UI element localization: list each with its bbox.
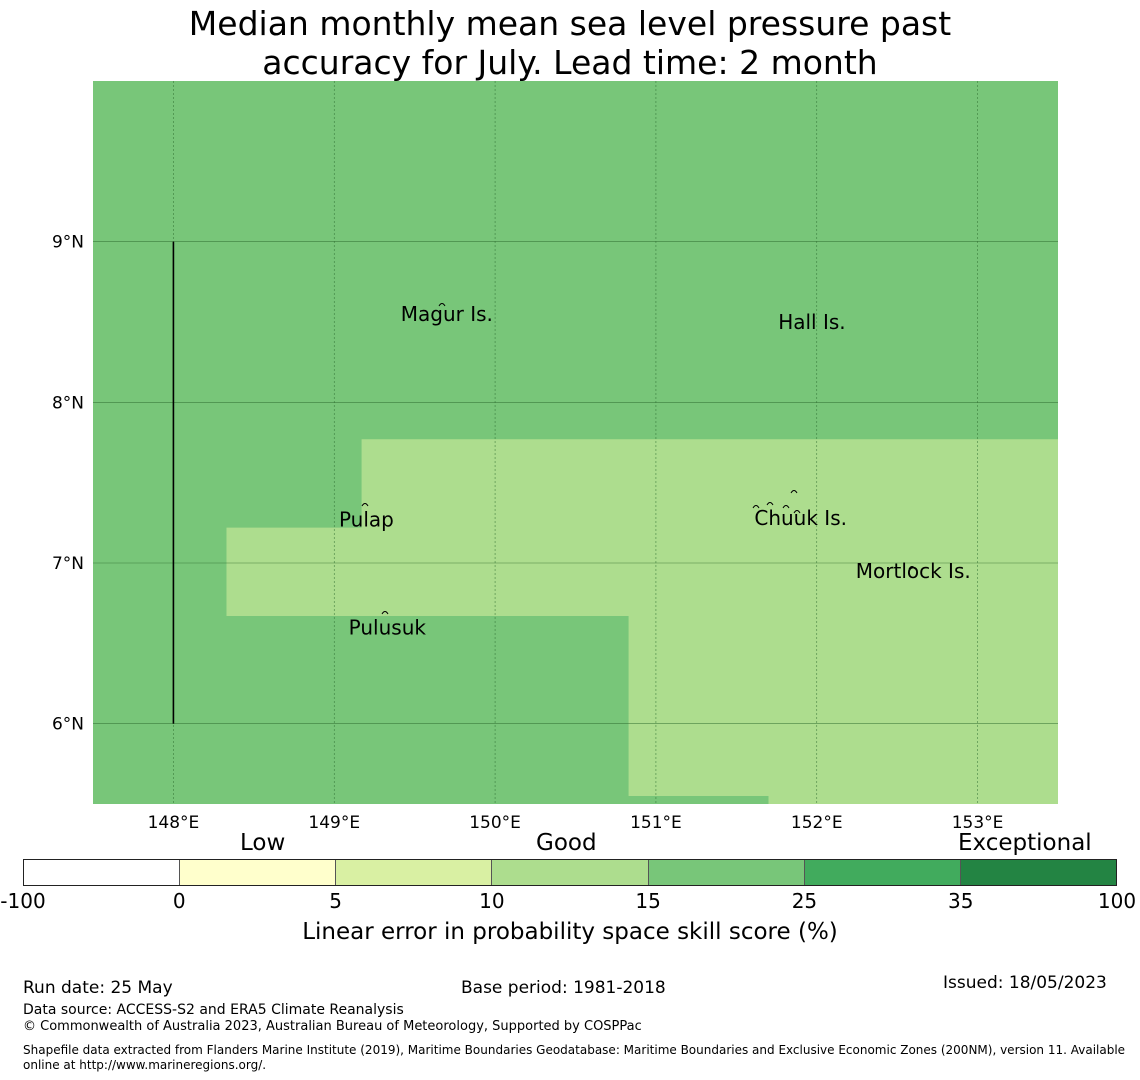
island-outline — [766, 502, 774, 506]
island-outline — [782, 505, 790, 509]
legend-good-label: Good — [536, 830, 597, 856]
island-outline — [361, 503, 369, 507]
colorbar-bin — [24, 860, 181, 885]
shapefile-note: Shapefile data extracted from Flanders M… — [23, 1043, 1126, 1072]
title-line-2: accuracy for July. Lead time: 2 month — [262, 43, 878, 82]
colorbar-bin — [804, 860, 961, 885]
place-label: Hall Is. — [778, 310, 845, 334]
colorbar-tick-label: 0 — [172, 889, 186, 913]
data-source: Data source: ACCESS-S2 and ERA5 Climate … — [23, 1002, 404, 1018]
skill-region-skill-10-15 — [226, 439, 1058, 804]
colorbar-tick-label: 100 — [1097, 889, 1137, 913]
island-outline — [438, 303, 446, 307]
lat-tick-label: 8°N — [52, 393, 84, 413]
colorbar-bin — [336, 860, 493, 885]
colorbar-bin — [648, 860, 805, 885]
lon-tick-label: 149°E — [308, 813, 360, 833]
place-label: Pulusuk — [349, 615, 427, 639]
place-label: Pulap — [339, 508, 394, 532]
title-line-1: Median monthly mean sea level pressure p… — [188, 4, 952, 43]
colorbar-bin — [492, 860, 649, 885]
issued-date: Issued: 18/05/2023 — [943, 973, 1107, 993]
island-outline — [908, 566, 916, 570]
lat-tick-label: 9°N — [52, 233, 84, 253]
colorbar-tick-label: 35 — [947, 889, 974, 913]
island-outline — [793, 510, 801, 514]
lat-tick-label: 6°N — [52, 715, 84, 735]
copyright: © Commonwealth of Australia 2023, Austra… — [23, 1019, 642, 1034]
run-date: Run date: 25 May — [23, 978, 173, 998]
colorbar-bin — [960, 860, 1116, 885]
base-period: Base period: 1981-2018 — [461, 978, 666, 998]
colorbar-tick-label: 5 — [329, 889, 342, 913]
lon-tick-label: 152°E — [791, 813, 843, 833]
island-outline — [381, 611, 389, 615]
lon-tick-label: 150°E — [469, 813, 521, 833]
place-label: Chuuk Is. — [754, 506, 847, 530]
colorbar-tick-label: 25 — [791, 889, 818, 913]
colorbar-tick-label: 10 — [479, 889, 505, 913]
place-label: Magur Is. — [401, 302, 493, 326]
lon-tick-label: 151°E — [630, 813, 682, 833]
lon-tick-label: 153°E — [952, 813, 1004, 833]
colorbar — [23, 859, 1117, 886]
place-label: Mortlock Is. — [856, 559, 971, 583]
lon-tick-label: 148°E — [148, 813, 200, 833]
colorbar-tick-label: -100 — [0, 889, 46, 913]
colorbar-label: Linear error in probability space skill … — [302, 919, 838, 945]
colorbar-bin — [180, 860, 337, 885]
legend-low-label: Low — [240, 830, 286, 856]
island-outline — [752, 505, 760, 509]
lat-tick-label: 7°N — [52, 554, 84, 574]
legend-exceptional-label: Exceptional — [958, 830, 1092, 856]
map-title: Median monthly mean sea level pressure p… — [0, 4, 1140, 82]
colorbar-tick-label: 15 — [635, 889, 661, 913]
island-outline — [790, 490, 798, 494]
skill-map: 148°E 149°E 150°E 151°E 152°E 153°E 9°N 8°N 7°N 6… — [52, 81, 1058, 833]
